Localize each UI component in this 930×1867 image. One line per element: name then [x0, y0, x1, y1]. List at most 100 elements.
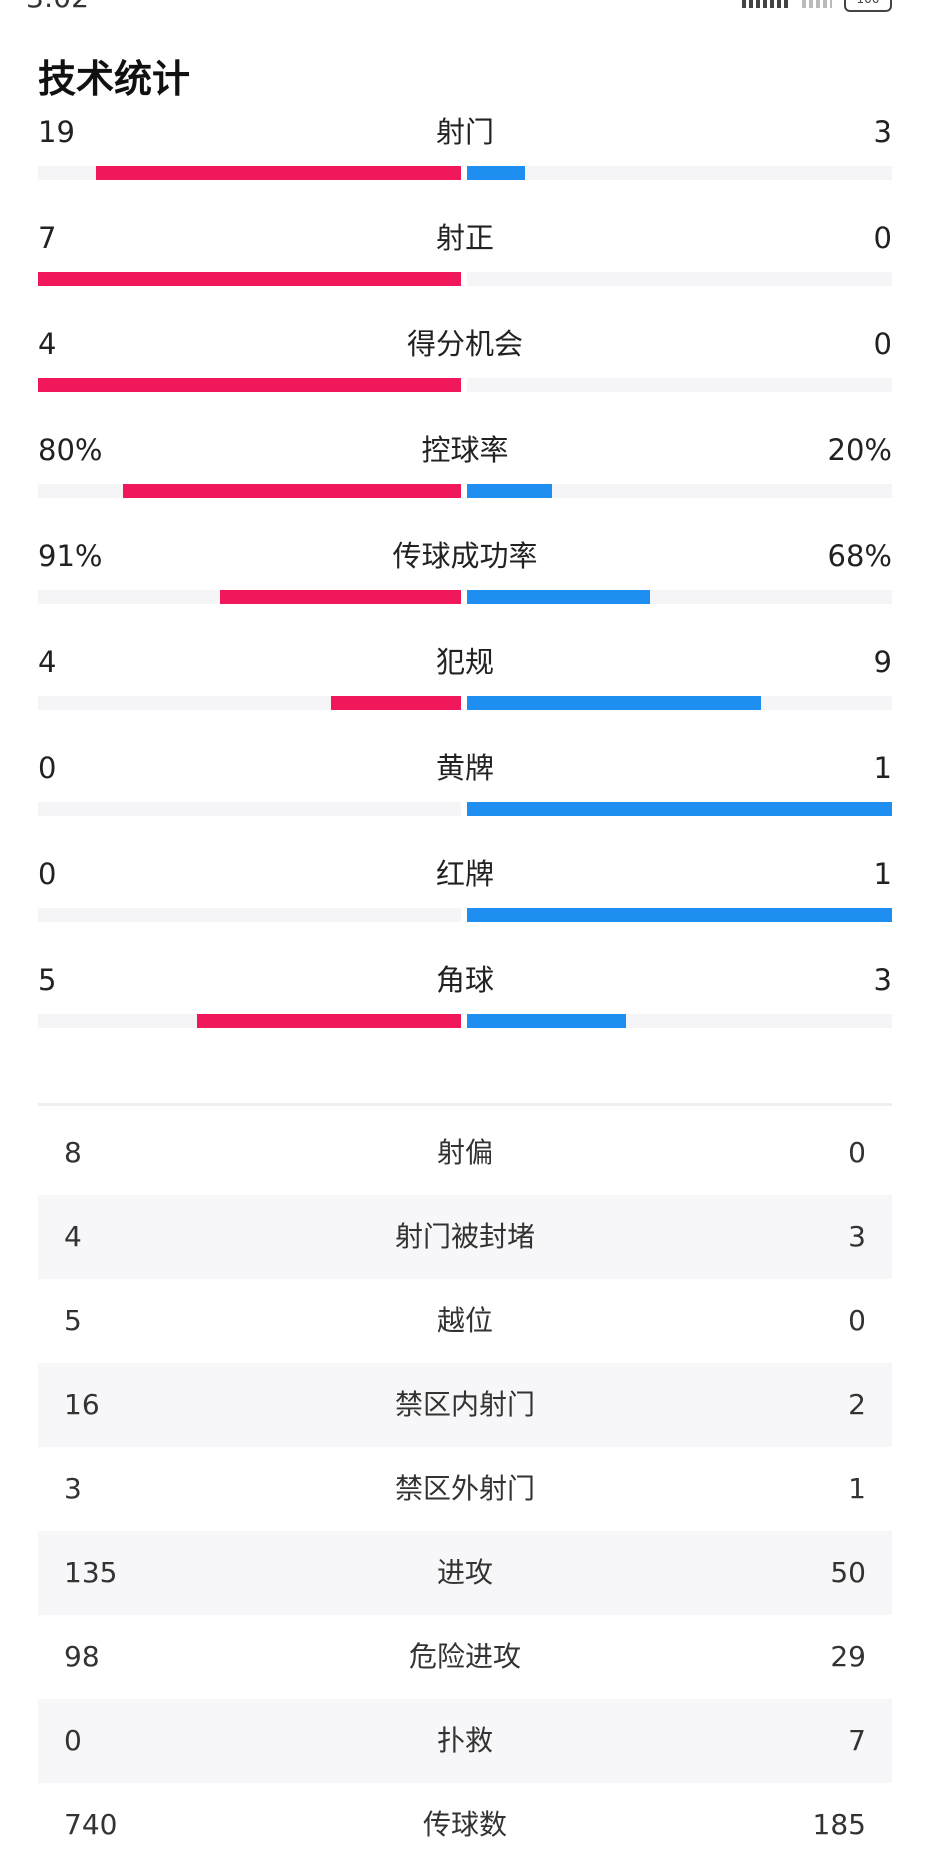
away-value: 7: [848, 1724, 866, 1757]
table-row: 8 射偏 0: [38, 1111, 892, 1195]
home-bar-track: [38, 484, 461, 498]
away-bar-track: [467, 378, 892, 392]
stat-label: 传球数: [422, 1808, 507, 1841]
home-bar-track: [38, 272, 461, 286]
away-value: 0: [873, 221, 892, 255]
stat-label: 射正: [435, 221, 494, 255]
page-title: 技术统计: [38, 57, 191, 101]
away-bar-track: [467, 908, 892, 922]
signal-icon: [742, 0, 790, 8]
table-row: 135 进攻 50: [38, 1531, 892, 1615]
away-bar-track: [467, 590, 892, 604]
away-bar: [467, 590, 650, 604]
home-value: 16: [64, 1388, 100, 1421]
home-value: 4: [38, 327, 57, 361]
home-value: 0: [64, 1724, 82, 1757]
home-bar-track: [38, 696, 461, 710]
status-time: 3:02: [26, 0, 89, 12]
home-value: 4: [64, 1220, 82, 1253]
away-value: 0: [873, 327, 892, 361]
stat-bar-row: 0 红牌 1: [38, 854, 892, 950]
table-row: 740 传球数 185: [38, 1783, 892, 1867]
away-bar: [467, 908, 892, 922]
home-value: 135: [64, 1556, 118, 1589]
stat-label: 红牌: [435, 857, 494, 891]
away-value: 68%: [827, 539, 892, 573]
home-bar: [220, 590, 461, 604]
away-bar-track: [467, 696, 892, 710]
stat-label: 控球率: [421, 433, 509, 467]
away-value: 1: [848, 1472, 866, 1505]
away-bar: [467, 484, 552, 498]
away-value: 20%: [827, 433, 892, 467]
home-bar-track: [38, 908, 461, 922]
stat-label: 越位: [436, 1304, 493, 1337]
stat-label: 角球: [435, 963, 494, 997]
away-bar-track: [467, 166, 892, 180]
signal-secondary-icon: [802, 0, 832, 8]
home-value: 5: [38, 963, 57, 997]
table-row: 98 危险进攻 29: [38, 1615, 892, 1699]
away-value: 3: [873, 115, 892, 149]
stat-label: 传球成功率: [392, 539, 538, 573]
stat-label: 射偏: [436, 1136, 493, 1169]
away-value: 185: [812, 1808, 866, 1841]
home-value: 80%: [38, 433, 103, 467]
stat-bar-row: 91% 传球成功率 68%: [38, 536, 892, 632]
away-value: 0: [848, 1136, 866, 1169]
home-bar-track: [38, 166, 461, 180]
home-value: 98: [64, 1640, 100, 1673]
stat-label: 射门: [435, 115, 494, 149]
away-value: 9: [873, 645, 892, 679]
away-value: 0: [848, 1304, 866, 1337]
table-row: 5 越位 0: [38, 1279, 892, 1363]
stat-bar-row: 4 犯规 9: [38, 642, 892, 738]
away-bar: [467, 696, 761, 710]
home-bar: [331, 696, 461, 710]
away-value: 1: [873, 857, 892, 891]
stats-table: 8 射偏 0 4 射门被封堵 3 5 越位 0 16 禁区内射门 2 3 禁区外射门 1 135 进攻 50 98 危…: [38, 1111, 892, 1867]
away-bar-track: [467, 1014, 892, 1028]
battery-icon: 100: [844, 0, 892, 12]
away-bar: [467, 802, 892, 816]
away-bar-track: [467, 272, 892, 286]
home-bar: [38, 378, 461, 392]
away-value: 29: [830, 1640, 866, 1673]
away-bar: [467, 166, 525, 180]
stat-label: 进攻: [436, 1556, 493, 1589]
home-bar: [38, 272, 461, 286]
home-value: 5: [64, 1304, 82, 1337]
home-bar: [96, 166, 461, 180]
home-value: 0: [38, 857, 57, 891]
home-value: 740: [64, 1808, 118, 1841]
home-bar: [123, 484, 461, 498]
stat-label: 禁区内射门: [394, 1388, 535, 1421]
away-bar-track: [467, 484, 892, 498]
home-value: 19: [38, 115, 75, 149]
home-value: 91%: [38, 539, 103, 573]
table-row: 3 禁区外射门 1: [38, 1447, 892, 1531]
home-bar: [197, 1014, 461, 1028]
stat-label: 危险进攻: [408, 1640, 521, 1673]
away-bar: [467, 1014, 626, 1028]
stat-label: 禁区外射门: [394, 1472, 535, 1505]
table-row: 0 扑救 7: [38, 1699, 892, 1783]
away-value: 3: [848, 1220, 866, 1253]
home-bar-track: [38, 1014, 461, 1028]
stat-bar-row: 4 得分机会 0: [38, 324, 892, 420]
stat-label: 射门被封堵: [394, 1220, 535, 1253]
away-bar-track: [467, 802, 892, 816]
table-row: 4 射门被封堵 3: [38, 1195, 892, 1279]
away-value: 1: [873, 751, 892, 785]
home-value: 4: [38, 645, 57, 679]
home-value: 8: [64, 1136, 82, 1169]
home-value: 0: [38, 751, 57, 785]
away-value: 50: [830, 1556, 866, 1589]
stat-label: 得分机会: [406, 327, 523, 361]
stat-bar-row: 0 黄牌 1: [38, 748, 892, 844]
stat-bar-row: 19 射门 3: [38, 112, 892, 208]
stat-label: 黄牌: [435, 751, 494, 785]
home-value: 3: [64, 1472, 82, 1505]
table-row: 16 禁区内射门 2: [38, 1363, 892, 1447]
home-bar-track: [38, 378, 461, 392]
